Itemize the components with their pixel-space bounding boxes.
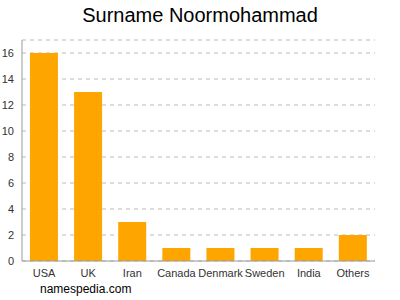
- svg-text:2: 2: [8, 229, 14, 241]
- svg-text:10: 10: [2, 125, 14, 137]
- svg-text:12: 12: [2, 99, 14, 111]
- svg-text:UK: UK: [81, 267, 97, 279]
- svg-text:6: 6: [8, 177, 14, 189]
- svg-text:16: 16: [2, 47, 14, 59]
- svg-text:4: 4: [8, 203, 14, 215]
- svg-text:Others: Others: [336, 267, 370, 279]
- svg-text:Denmark: Denmark: [198, 267, 243, 279]
- html-text:Surname Noormohammad: Surname Noormohammad: [82, 4, 318, 26]
- svg-text:8: 8: [8, 151, 14, 163]
- svg-text:Canada: Canada: [157, 267, 196, 279]
- html-text:namespedia.com: namespedia.com: [40, 282, 132, 296]
- svg-text:India: India: [297, 267, 322, 279]
- svg-text:USA: USA: [33, 267, 56, 279]
- svg-text:Iran: Iran: [123, 267, 142, 279]
- svg-text:Sweden: Sweden: [245, 267, 285, 279]
- svg-text:0: 0: [8, 255, 14, 267]
- svg-text:14: 14: [2, 73, 14, 85]
